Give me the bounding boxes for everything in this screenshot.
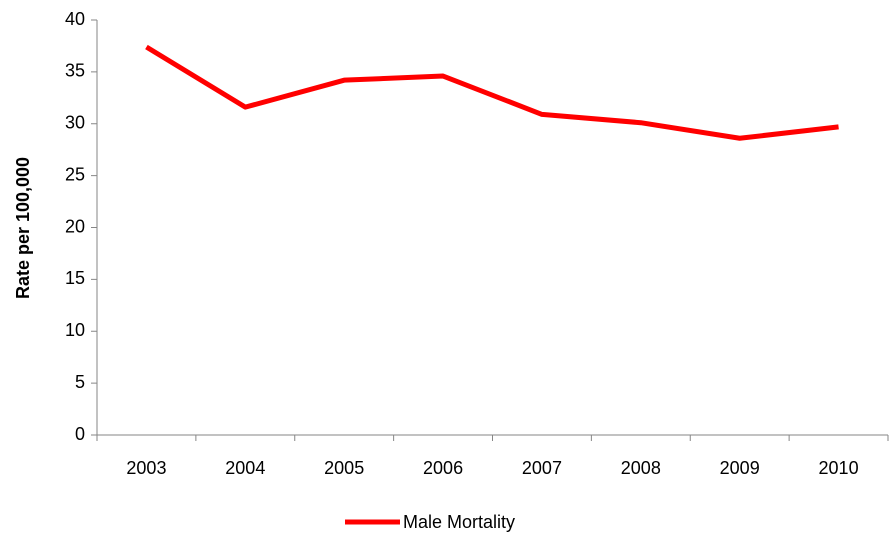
legend-label: Male Mortality: [403, 512, 515, 532]
x-tick-label: 2005: [324, 458, 364, 478]
y-tick-label: 15: [65, 268, 85, 288]
y-tick-label: 10: [65, 320, 85, 340]
y-tick-label: 0: [75, 424, 85, 444]
x-tick-label: 2010: [819, 458, 859, 478]
x-tick-label: 2003: [126, 458, 166, 478]
x-tick-label: 2007: [522, 458, 562, 478]
y-tick-label: 30: [65, 113, 85, 133]
y-tick-label: 20: [65, 216, 85, 236]
data-line: [145, 44, 839, 141]
x-tick-label: 2004: [225, 458, 265, 478]
y-tick-label: 25: [65, 164, 85, 184]
x-tick-label: 2008: [621, 458, 661, 478]
x-tick-label: 2009: [720, 458, 760, 478]
y-tick-label: 40: [65, 9, 85, 29]
y-tick-label: 35: [65, 61, 85, 81]
x-tick-label: 2006: [423, 458, 463, 478]
y-tick-label: 5: [75, 372, 85, 392]
y-axis-label: Rate per 100,000: [13, 157, 33, 299]
